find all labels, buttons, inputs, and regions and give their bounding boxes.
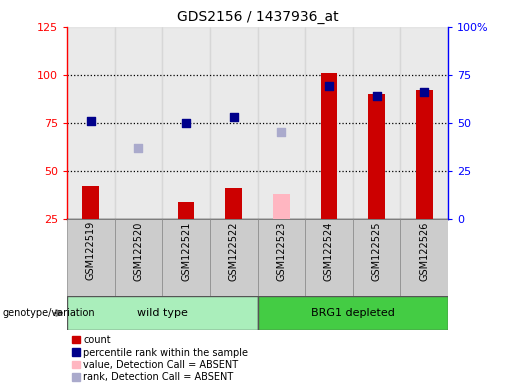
Bar [305,219,353,296]
Bar [114,219,162,296]
Bar [67,27,115,219]
Text: GSM122523: GSM122523 [277,221,286,281]
Bar [210,27,258,219]
Point [182,120,190,126]
Text: GSM122520: GSM122520 [133,221,143,281]
Bar [401,219,448,296]
Bar [273,194,289,219]
Text: genotype/variation: genotype/variation [3,308,95,318]
Bar [162,27,210,219]
Bar [67,296,258,330]
Text: GSM122521: GSM122521 [181,221,191,281]
Point [134,145,143,151]
Text: GSM122526: GSM122526 [419,221,429,281]
Bar [258,27,305,219]
Bar [114,27,162,219]
Point [372,93,381,99]
Bar [210,219,258,296]
Bar [226,188,242,219]
Bar [353,219,401,296]
Title: GDS2156 / 1437936_at: GDS2156 / 1437936_at [177,10,338,25]
Point [87,118,95,124]
Text: GSM122519: GSM122519 [86,221,96,280]
Bar [321,73,337,219]
Bar [162,219,210,296]
Bar [416,90,433,219]
Bar [401,27,448,219]
Bar [368,94,385,219]
Bar [130,219,147,221]
Bar [67,219,115,296]
Bar [82,186,99,219]
Bar [258,296,448,330]
Point [277,129,285,136]
Bar [353,27,401,219]
Text: GSM122524: GSM122524 [324,221,334,281]
Text: wild type: wild type [137,308,187,318]
Bar [178,202,194,219]
Point [420,89,428,95]
Text: GSM122525: GSM122525 [372,221,382,281]
Point [230,114,238,120]
Bar [305,27,353,219]
Point [325,83,333,89]
Text: GSM122522: GSM122522 [229,221,238,281]
Bar [258,219,305,296]
Legend: count, percentile rank within the sample, value, Detection Call = ABSENT, rank, : count, percentile rank within the sample… [72,335,248,382]
Text: BRG1 depleted: BRG1 depleted [311,308,394,318]
